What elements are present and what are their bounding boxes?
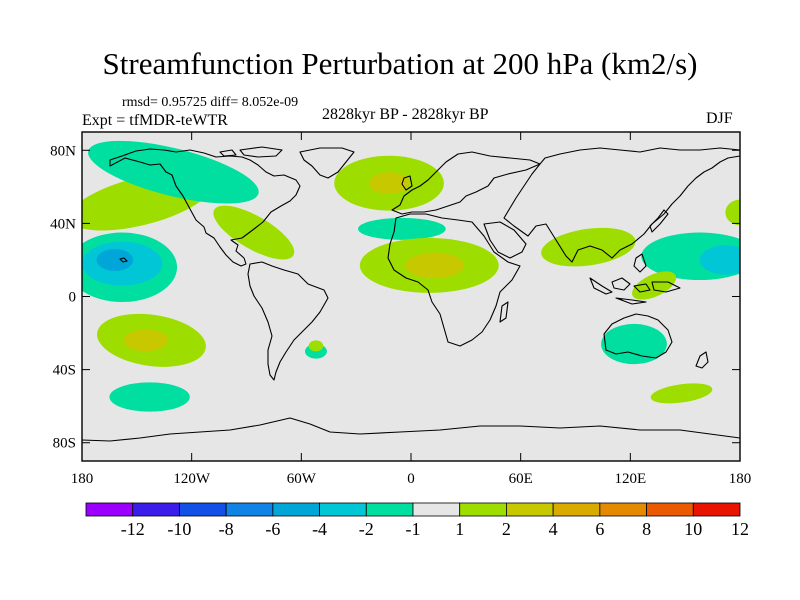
- x-tick-label: 120E: [614, 471, 646, 487]
- coastline-north-america: [109, 148, 301, 267]
- colorbar-label: 4: [549, 519, 558, 539]
- colorbar-label: -6: [265, 519, 280, 539]
- colorbar-swatch: [599, 502, 647, 517]
- y-tick-label: 80N: [50, 143, 76, 159]
- x-tick-label: 0: [407, 471, 415, 487]
- y-tick-label: 0: [69, 290, 77, 306]
- colorbar-label: 8: [642, 519, 651, 539]
- coastline-philippines: [633, 253, 647, 273]
- coastline-africa: [387, 213, 521, 347]
- colorbar-swatch: [179, 502, 227, 517]
- colorbar-label: -8: [219, 519, 234, 539]
- coastline-japan: [649, 209, 669, 233]
- colorbar-swatch: [85, 502, 134, 517]
- colorbar-swatch: [552, 502, 601, 517]
- x-tick-label: 60W: [287, 471, 317, 487]
- colorbar-label: 1: [455, 519, 464, 539]
- colorbar-label: 2: [502, 519, 511, 539]
- colorbar-label: 6: [595, 519, 604, 539]
- anomaly-europe-high-core: [368, 172, 410, 195]
- axes: 180 120W 60W 0 60E 120E 180 80N 40N 0 40S 80S: [50, 132, 751, 487]
- coastline-new-zealand: [695, 351, 709, 369]
- colorbar-label: 12: [731, 519, 749, 539]
- anomaly-asia-high: [541, 227, 636, 267]
- experiment-label: Expt = tfMDR-teWTR: [82, 112, 228, 129]
- period-label: 2828kyr BP - 2828kyr BP: [322, 106, 489, 123]
- colorbar: -12 -10 -8 -6 -4 -2 -1 1 2 4 6 8 10 12: [85, 502, 749, 539]
- colorbar-label: -1: [406, 519, 421, 539]
- coastlines: [82, 146, 740, 442]
- colorbar-swatch: [319, 502, 367, 517]
- anomaly-australia-trough: [601, 323, 667, 365]
- colorbar-swatch: [506, 502, 554, 517]
- y-tick-label: 40S: [53, 363, 76, 379]
- anomaly-central-pacific-trough-center: [96, 248, 134, 271]
- x-tick-label: 180: [729, 471, 752, 487]
- anomaly-south-america-small-high: [308, 340, 324, 352]
- coastline-british-isles: [401, 175, 413, 191]
- colorbar-label: -4: [312, 519, 327, 539]
- colorbar-label: -2: [359, 519, 374, 539]
- anomaly-west-pacific-trough-core: [699, 245, 740, 275]
- coastline-australia: [603, 313, 673, 359]
- rmsd-diff-stats: rmsd= 0.95725 diff= 8.052e-09: [122, 95, 299, 110]
- y-tick-label: 40N: [50, 216, 76, 232]
- coastline-maritime-continent: [589, 277, 681, 305]
- anomaly-tasman-sea-high: [650, 383, 713, 404]
- anomaly-east-pacific-high: [725, 199, 740, 226]
- colorbar-swatch: [412, 502, 461, 517]
- coastline-south-america: [247, 261, 329, 381]
- coastline-arctic-islands: [219, 146, 283, 158]
- anomaly-north-atlantic-trough: [357, 217, 446, 240]
- chart-title: Streamfunction Perturbation at 200 hPa (…: [102, 46, 698, 81]
- colorbar-swatch: [646, 502, 694, 517]
- colorbar-swatch: [692, 502, 741, 517]
- anomaly-south-pacific-trough: [109, 382, 190, 412]
- colorbar-swatch: [225, 502, 274, 517]
- anomaly-alaska-canada-trough: [88, 140, 259, 204]
- colorbar-swatch: [272, 502, 320, 517]
- x-tick-label: 120W: [173, 471, 211, 487]
- coastline-arabia: [483, 221, 527, 259]
- colorbar-swatch: [459, 502, 507, 517]
- anomaly-africa-high-core: [405, 252, 465, 279]
- coastline-greenland: [299, 147, 355, 179]
- y-tick-label: 80S: [53, 436, 76, 452]
- coastline-asia: [503, 147, 740, 263]
- colorbar-label: -12: [121, 519, 145, 539]
- x-tick-label: 180: [71, 471, 94, 487]
- colorbar-label: -10: [167, 519, 191, 539]
- coastline-madagascar: [499, 301, 509, 323]
- colorbar-swatch: [132, 502, 180, 517]
- anomaly-features: [82, 140, 740, 412]
- coastline-hawaii: [119, 257, 128, 263]
- colorbar-swatch: [365, 502, 414, 517]
- anomaly-south-pacific-high-core: [124, 329, 168, 352]
- season-label: DJF: [706, 110, 733, 127]
- coastline-antarctica: [82, 417, 740, 442]
- x-tick-label: 60E: [509, 471, 533, 487]
- anomaly-philippine-sea-high: [632, 271, 677, 300]
- colorbar-label: 10: [684, 519, 702, 539]
- anomaly-north-america-southeast-high: [213, 205, 295, 260]
